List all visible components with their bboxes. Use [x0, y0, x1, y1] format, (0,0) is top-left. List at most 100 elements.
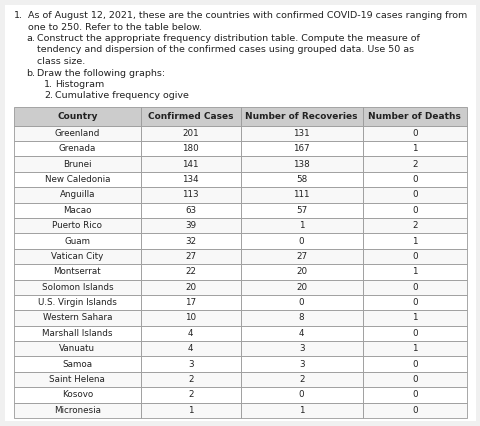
Bar — [240, 264, 362, 279]
Text: 0: 0 — [411, 298, 417, 307]
Text: Macao: Macao — [63, 206, 92, 215]
Text: 1: 1 — [411, 236, 417, 245]
Text: one to 250. Refer to the table below.: one to 250. Refer to the table below. — [28, 23, 202, 32]
Bar — [240, 172, 362, 187]
Text: Samoa: Samoa — [62, 360, 92, 368]
Text: 4: 4 — [188, 329, 193, 338]
Text: 0: 0 — [298, 236, 304, 245]
Bar — [362, 310, 466, 326]
Bar — [14, 310, 141, 326]
Bar — [141, 326, 240, 341]
Bar — [14, 233, 141, 249]
Bar — [141, 141, 240, 156]
Text: 167: 167 — [293, 144, 309, 153]
Text: Draw the following graphs:: Draw the following graphs: — [37, 69, 165, 78]
Bar — [141, 403, 240, 418]
Bar — [362, 126, 466, 141]
Bar — [362, 218, 466, 233]
Bar — [240, 403, 362, 418]
Bar — [141, 357, 240, 372]
Bar — [14, 295, 141, 310]
Bar — [240, 295, 362, 310]
Text: Marshall Islands: Marshall Islands — [42, 329, 112, 338]
Text: 27: 27 — [185, 252, 196, 261]
Text: 0: 0 — [411, 175, 417, 184]
Text: New Caledonia: New Caledonia — [45, 175, 110, 184]
Bar — [362, 203, 466, 218]
Bar — [362, 187, 466, 203]
Bar — [362, 249, 466, 264]
Bar — [141, 387, 240, 403]
Text: Montserrat: Montserrat — [53, 268, 101, 276]
Bar — [240, 372, 362, 387]
Bar — [362, 341, 466, 357]
Bar — [14, 372, 141, 387]
Text: 20: 20 — [296, 268, 307, 276]
Bar — [141, 187, 240, 203]
Bar — [14, 279, 141, 295]
Text: Number of Recoveries: Number of Recoveries — [245, 112, 357, 121]
Text: U.S. Virgin Islands: U.S. Virgin Islands — [38, 298, 117, 307]
Text: 111: 111 — [293, 190, 309, 199]
Text: 10: 10 — [185, 314, 196, 322]
Bar — [14, 341, 141, 357]
Text: 0: 0 — [411, 190, 417, 199]
Bar — [141, 295, 240, 310]
Bar — [240, 187, 362, 203]
Bar — [240, 341, 362, 357]
Text: b.: b. — [26, 69, 35, 78]
Text: a.: a. — [26, 34, 35, 43]
Bar — [240, 357, 362, 372]
Bar — [141, 341, 240, 357]
Text: 2.: 2. — [44, 92, 53, 101]
Text: 2: 2 — [411, 160, 417, 169]
Text: 27: 27 — [296, 252, 307, 261]
Text: Vatican City: Vatican City — [51, 252, 103, 261]
Text: 2: 2 — [411, 221, 417, 230]
Bar — [141, 126, 240, 141]
Bar — [14, 156, 141, 172]
Text: Anguilla: Anguilla — [60, 190, 95, 199]
Text: 1: 1 — [188, 406, 193, 415]
Text: class size.: class size. — [37, 57, 85, 66]
Bar — [14, 172, 141, 187]
Text: Guam: Guam — [64, 236, 90, 245]
Bar — [362, 141, 466, 156]
Text: 20: 20 — [185, 283, 196, 292]
Text: 2: 2 — [188, 375, 193, 384]
Bar — [240, 218, 362, 233]
Bar — [14, 203, 141, 218]
Text: 8: 8 — [298, 314, 304, 322]
Text: 201: 201 — [182, 129, 199, 138]
Text: 0: 0 — [411, 360, 417, 368]
Text: 0: 0 — [411, 129, 417, 138]
Bar — [362, 357, 466, 372]
Text: 1: 1 — [411, 144, 417, 153]
Text: 3: 3 — [298, 360, 304, 368]
Bar — [240, 156, 362, 172]
Text: 138: 138 — [293, 160, 310, 169]
Text: 17: 17 — [185, 298, 196, 307]
Text: 1: 1 — [298, 406, 304, 415]
Text: Grenada: Grenada — [59, 144, 96, 153]
Bar — [240, 310, 362, 326]
Bar — [240, 126, 362, 141]
Bar — [141, 172, 240, 187]
Text: As of August 12, 2021, these are the countries with confirmed COVID-19 cases ran: As of August 12, 2021, these are the cou… — [28, 11, 466, 20]
Bar — [14, 357, 141, 372]
Bar — [141, 203, 240, 218]
Bar — [362, 233, 466, 249]
Text: tendency and dispersion of the confirmed cases using grouped data. Use 50 as: tendency and dispersion of the confirmed… — [37, 46, 413, 55]
Text: 0: 0 — [298, 298, 304, 307]
Text: 63: 63 — [185, 206, 196, 215]
Text: Brunei: Brunei — [63, 160, 92, 169]
Text: 0: 0 — [411, 406, 417, 415]
Bar — [141, 372, 240, 387]
Bar — [141, 310, 240, 326]
Bar — [14, 403, 141, 418]
Bar — [14, 249, 141, 264]
Bar — [362, 403, 466, 418]
Text: 39: 39 — [185, 221, 196, 230]
Bar — [14, 326, 141, 341]
Text: 0: 0 — [411, 390, 417, 400]
